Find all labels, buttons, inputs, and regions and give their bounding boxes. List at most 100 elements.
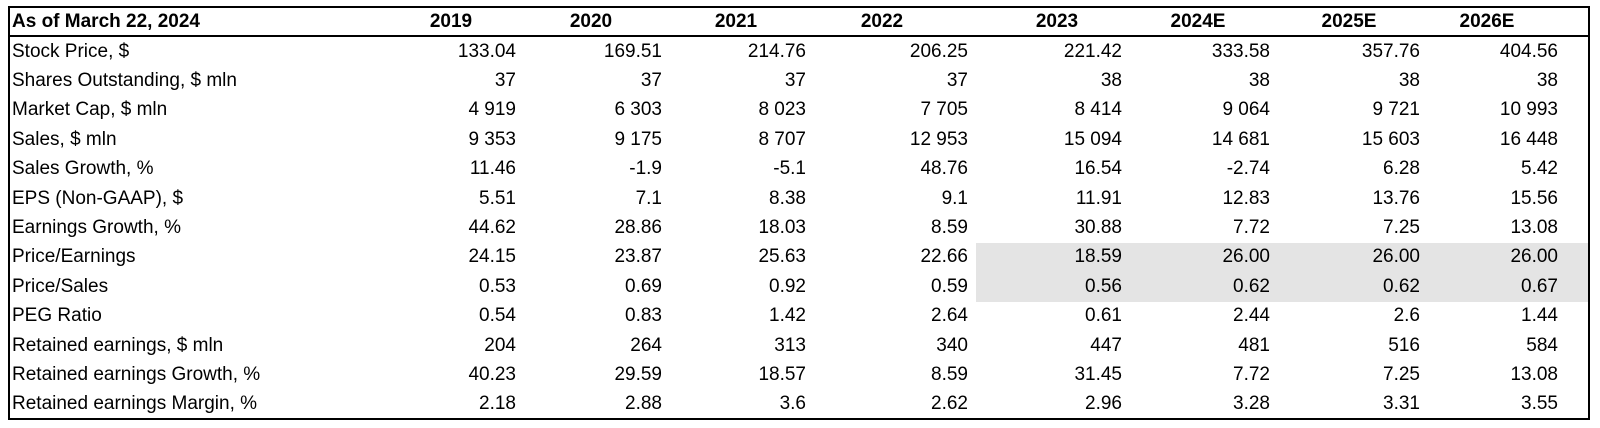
table-cell: 2.44 [1233,305,1270,327]
table-cell: 204 [484,334,516,356]
table-cell: 206.25 [909,40,968,62]
table-cell: 13.08 [1510,217,1558,239]
table-cell: 31.45 [1074,363,1122,385]
table-cell: 9 353 [468,128,516,150]
table-cell: 221.42 [1063,40,1122,62]
row-label: Retained earnings Growth, % [12,363,261,385]
table-cell: 38 [1100,70,1122,92]
table-cell: 8 023 [758,99,806,121]
table-cell: 0.69 [625,275,662,297]
table-cell: 26.00 [1426,242,1588,273]
table-cell: 6.28 [1383,158,1420,180]
table-cell: 23.87 [614,246,662,268]
table-cell: 8.38 [769,187,806,209]
table-cell: 0.62 [1128,272,1276,302]
table-cell: 4 919 [468,99,516,121]
year-header: 2019 [429,10,473,32]
table-cell: 0.59 [931,275,968,297]
table-cell: 37 [946,70,968,92]
row-label: Retained earnings, $ mln [12,334,224,356]
table-cell: 5.42 [1521,158,1558,180]
table-header: As of March 22, 2024 2019 2020 2021 2022 2023… [10,8,1588,37]
table-cell: 133.04 [457,40,516,62]
table-cell: 9 064 [1222,99,1270,121]
table-cell: 1.44 [1521,305,1558,327]
table-cell: 14 681 [1211,128,1270,150]
table-cell: 13.08 [1510,363,1558,385]
table-cell: 30.88 [1074,217,1122,239]
table-cell: 15 603 [1361,128,1420,150]
row-label: Shares Outstanding, $ mln [12,70,237,92]
table-cell: 38 [1398,70,1420,92]
table-cell: 13.76 [1372,187,1420,209]
table-cell: 3.55 [1521,393,1558,415]
table-row: Price/Sales 0.53 0.69 0.92 0.59 0.56 0.62 0.62 0… [10,272,1588,302]
table-cell: 516 [1388,334,1420,356]
table-cell: 28.86 [614,217,662,239]
row-label: Retained earnings Margin, % [12,393,258,415]
table-cell: 37 [784,70,806,92]
table-cell: 18.57 [758,363,806,385]
table-cell: 2.62 [931,393,968,415]
table-cell: 16.54 [1074,158,1122,180]
table-cell: 38 [1248,70,1270,92]
row-label: EPS (Non-GAAP), $ [12,187,184,209]
table-cell: 40.23 [468,363,516,385]
row-label: Sales Growth, % [12,158,154,180]
table-cell: 26.00 [1128,242,1276,273]
table-cell: 25.63 [758,246,806,268]
table-row: Market Cap, $ mln 4 919 6 303 8 023 7 705 8 4… [10,96,1588,125]
row-label: Market Cap, $ mln [12,99,168,121]
table-cell: 0.92 [769,275,806,297]
table-cell: 3.31 [1383,393,1420,415]
table-row: Earnings Growth, % 44.62 28.86 18.03 8.59 30.… [10,213,1588,242]
table-cell: 2.6 [1393,305,1420,327]
table-cell: -1.9 [629,158,662,180]
table-row: Retained earnings Margin, % 2.18 2.88 3.6 2.… [10,390,1588,419]
table-cell: 8 414 [1074,99,1122,121]
table-cell: 481 [1238,334,1270,356]
table-cell: 7.72 [1233,217,1270,239]
table-cell: 38 [1536,70,1558,92]
table-row: Retained earnings, $ mln 204 264 313 340 447 4… [10,331,1588,360]
table-cell: 12.83 [1222,187,1270,209]
table-cell: 264 [630,334,662,356]
table-cell: 6 303 [614,99,662,121]
row-label: PEG Ratio [12,305,102,327]
table-cell: 584 [1526,334,1558,356]
table-cell: 7 705 [920,99,968,121]
table-cell: 0.61 [1085,305,1122,327]
year-header: 2026E [1459,10,1515,32]
table-cell: 7.72 [1233,363,1270,385]
row-label: Earnings Growth, % [12,217,181,239]
table-cell: 48.76 [920,158,968,180]
table-row: EPS (Non-GAAP), $ 5.51 7.1 8.38 9.1 11.91 12.8… [10,184,1588,213]
table-cell: 2.88 [625,393,662,415]
table-cell: 16 448 [1499,128,1558,150]
table-cell: 18.59 [976,242,1128,273]
year-header: 2021 [714,10,758,32]
year-header: 2022 [860,10,904,32]
table-cell: 26.00 [1276,242,1426,273]
table-row: Shares Outstanding, $ mln 37 37 37 37 38 38 38 3… [10,66,1588,95]
table-cell: 9.1 [941,187,968,209]
table-row: Sales Growth, % 11.46 -1.9 -5.1 48.76 16.54 -2… [10,155,1588,184]
table-row: Retained earnings Growth, % 40.23 29.59 18.… [10,360,1588,389]
table-cell: 2.96 [1085,393,1122,415]
table-cell: 447 [1090,334,1122,356]
table-cell: 0.62 [1276,272,1426,302]
table-cell: -2.74 [1226,158,1270,180]
table-title: As of March 22, 2024 [12,10,200,32]
table-cell: 22.66 [920,246,968,268]
table-cell: 7.25 [1383,217,1420,239]
table-cell: 8 707 [758,128,806,150]
table-cell: 11.91 [1075,187,1122,209]
table-cell: 44.62 [468,217,516,239]
table-cell: 2.64 [931,305,968,327]
table-cell: 2.18 [479,393,516,415]
table-cell: 0.54 [479,305,516,327]
table-cell: 7.1 [635,187,662,209]
year-header: 2024E [1170,10,1226,32]
table-cell: 3.28 [1233,393,1270,415]
table-cell: 15.56 [1510,187,1558,209]
